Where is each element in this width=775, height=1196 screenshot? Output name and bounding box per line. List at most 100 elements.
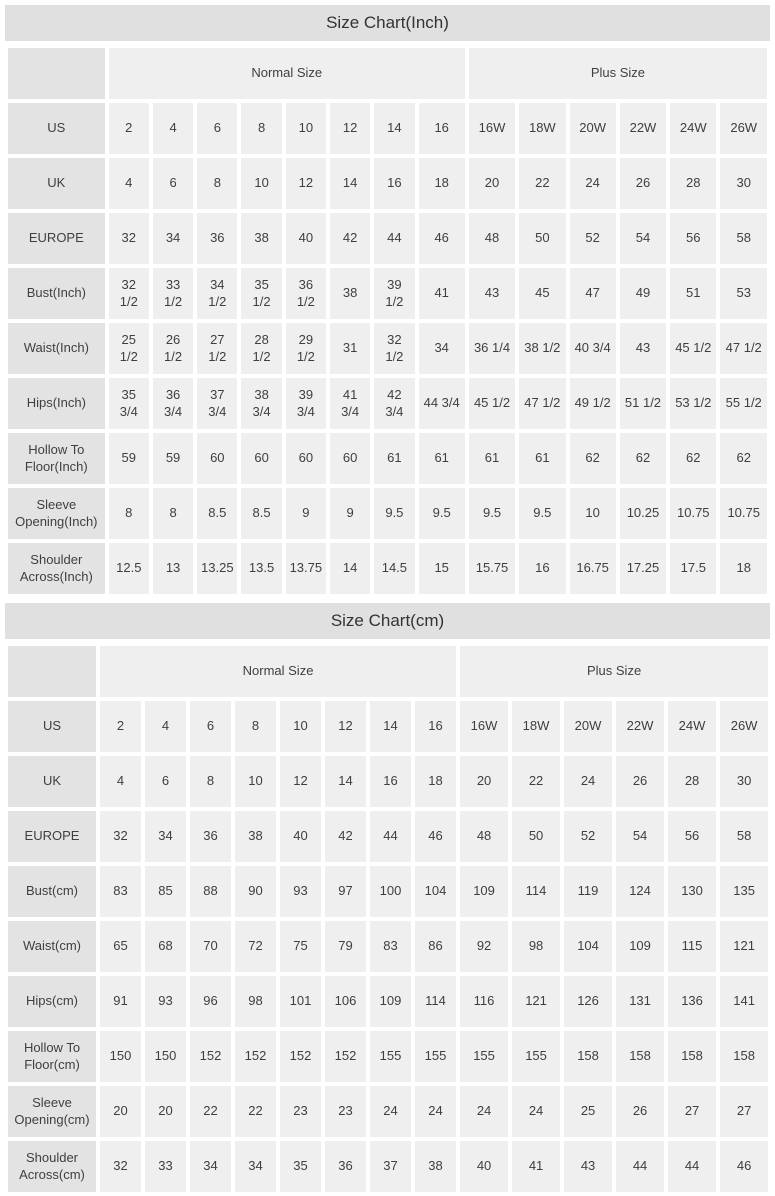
row-label: Hollow To Floor(cm) <box>8 1031 96 1082</box>
size-cell: 8 <box>241 103 282 154</box>
group-header-row: Normal Size Plus Size <box>8 646 769 697</box>
size-cell: 59 <box>108 433 149 484</box>
size-cell: 33 <box>145 1141 186 1192</box>
size-cell: 44 <box>616 1141 665 1192</box>
size-cell: 18W <box>512 701 561 752</box>
size-cell: 115 <box>668 921 717 972</box>
size-cell: 12 <box>325 701 366 752</box>
size-cell: 9.5 <box>418 488 465 539</box>
size-cell: 38 <box>241 213 282 264</box>
size-cell: 54 <box>616 811 665 862</box>
size-cell: 17.5 <box>670 543 717 594</box>
size-cell: 4 <box>100 756 141 807</box>
size-cell: 40 <box>285 213 326 264</box>
size-cell: 16W <box>468 103 516 154</box>
size-cell: 8 <box>108 488 149 539</box>
size-cell: 9.5 <box>519 488 566 539</box>
size-cell: 10.25 <box>619 488 667 539</box>
size-cell: 62 <box>720 433 767 484</box>
size-cell: 42 3/4 <box>374 378 415 429</box>
size-cell: 22 <box>190 1086 231 1137</box>
size-cell: 24 <box>569 158 616 209</box>
size-cell: 26 1/2 <box>152 323 194 374</box>
table-row: Hips(cm) 91 93 96 98 101 106 109 114 116 121 126 131… <box>8 976 769 1027</box>
size-cell: 16.75 <box>569 543 616 594</box>
row-label: Shoulder Across(Inch) <box>8 543 105 594</box>
size-cell: 8 <box>152 488 194 539</box>
size-chart-cm-title: Size Chart(cm) <box>5 603 770 639</box>
size-cell: 79 <box>325 921 366 972</box>
size-cell: 91 <box>100 976 141 1027</box>
size-cell: 24 <box>564 756 613 807</box>
size-cell: 22W <box>619 103 667 154</box>
size-cell: 44 3/4 <box>418 378 465 429</box>
size-cell: 36 <box>197 213 238 264</box>
size-cell: 14.5 <box>374 543 415 594</box>
size-cell: 2 <box>100 701 141 752</box>
size-cell: 32 <box>100 1141 141 1192</box>
size-chart-cm-section: Size Chart(cm) Normal Size Plus Size US 2 4 6… <box>0 603 775 1196</box>
size-cell: 25 1/2 <box>108 323 149 374</box>
size-cell: 85 <box>145 866 186 917</box>
size-cell: 9.5 <box>374 488 415 539</box>
size-chart-inch-section: Size Chart(Inch) Normal Size Plus Size US 2… <box>0 5 775 598</box>
row-label: Bust(cm) <box>8 866 96 917</box>
size-cell: 60 <box>241 433 282 484</box>
size-cell: 9 <box>285 488 326 539</box>
size-cell: 9.5 <box>468 488 516 539</box>
size-cell: 28 1/2 <box>241 323 282 374</box>
group-header: Plus Size <box>468 48 767 99</box>
size-cell: 6 <box>145 756 186 807</box>
size-cell: 58 <box>720 213 767 264</box>
size-cell: 52 <box>564 811 613 862</box>
size-cell: 68 <box>145 921 186 972</box>
row-label: Hollow To Floor(Inch) <box>8 433 105 484</box>
table-row: UK 4 6 8 10 12 14 16 18 20 22 24 26 28 30 <box>8 158 767 209</box>
table-row: Bust(Inch) 32 1/2 33 1/2 34 1/2 35 1/2 36 1/2… <box>8 268 767 319</box>
size-cell: 15.75 <box>468 543 516 594</box>
size-cell: 54 <box>619 213 667 264</box>
size-cell: 34 <box>152 213 194 264</box>
size-cell: 22 <box>512 756 561 807</box>
size-cell: 39 3/4 <box>285 378 326 429</box>
size-cell: 36 1/2 <box>285 268 326 319</box>
row-label: UK <box>8 756 96 807</box>
table-row: Sleeve Opening(Inch) 8 8 8.5 8.5 9 9 9.5 9.5 9.5 9… <box>8 488 767 539</box>
row-label: Hips(cm) <box>8 976 96 1027</box>
size-cell: 24 <box>370 1086 411 1137</box>
size-cell: 13.75 <box>285 543 326 594</box>
size-cell: 47 <box>569 268 616 319</box>
size-cell: 59 <box>152 433 194 484</box>
size-cell: 93 <box>145 976 186 1027</box>
size-cell: 92 <box>460 921 509 972</box>
size-cell: 32 1/2 <box>108 268 149 319</box>
corner-cell <box>8 646 96 697</box>
size-cell: 20W <box>564 701 613 752</box>
size-cell: 55 1/2 <box>720 378 767 429</box>
size-cell: 30 <box>720 756 769 807</box>
size-cell: 22 <box>235 1086 276 1137</box>
size-cell: 20 <box>100 1086 141 1137</box>
size-cell: 93 <box>280 866 321 917</box>
size-cell: 100 <box>370 866 411 917</box>
size-cell: 2 <box>108 103 149 154</box>
size-cell: 29 1/2 <box>285 323 326 374</box>
size-cell: 20 <box>145 1086 186 1137</box>
size-cell: 44 <box>370 811 411 862</box>
size-cell: 34 1/2 <box>197 268 238 319</box>
size-cell: 8 <box>190 756 231 807</box>
size-cell: 18 <box>720 543 767 594</box>
corner-cell <box>8 48 105 99</box>
size-cell: 12 <box>280 756 321 807</box>
size-cell: 124 <box>616 866 665 917</box>
size-cell: 83 <box>370 921 411 972</box>
size-cell: 43 <box>619 323 667 374</box>
size-cell: 18 <box>415 756 457 807</box>
size-cell: 23 <box>280 1086 321 1137</box>
size-cell: 155 <box>512 1031 561 1082</box>
size-cell: 98 <box>235 976 276 1027</box>
size-cell: 65 <box>100 921 141 972</box>
size-cell: 40 <box>460 1141 509 1192</box>
size-chart-cm-table-wrap: Normal Size Plus Size US 2 4 6 8 10 12 14 16 16W 18W… <box>0 642 775 1196</box>
size-cell: 8 <box>235 701 276 752</box>
